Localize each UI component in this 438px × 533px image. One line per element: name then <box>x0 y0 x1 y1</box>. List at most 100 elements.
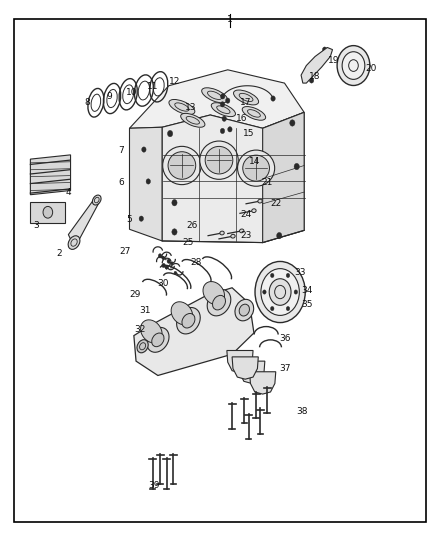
Ellipse shape <box>147 327 169 352</box>
Text: 15: 15 <box>243 129 254 138</box>
Ellipse shape <box>203 281 225 304</box>
Ellipse shape <box>211 103 236 117</box>
Circle shape <box>167 131 173 137</box>
Circle shape <box>165 266 168 269</box>
Ellipse shape <box>137 340 148 353</box>
Ellipse shape <box>141 320 162 343</box>
Circle shape <box>290 120 295 126</box>
Circle shape <box>165 266 168 269</box>
Text: 2: 2 <box>57 249 63 258</box>
Ellipse shape <box>168 152 196 179</box>
Text: 12: 12 <box>169 77 180 86</box>
Text: 5: 5 <box>127 215 132 224</box>
Text: 3: 3 <box>34 221 39 230</box>
Text: 21: 21 <box>262 178 273 187</box>
Text: 38: 38 <box>297 407 308 416</box>
Circle shape <box>271 96 275 101</box>
Circle shape <box>220 102 225 107</box>
Text: 25: 25 <box>182 238 193 247</box>
Text: 37: 37 <box>279 364 291 373</box>
Circle shape <box>142 147 146 152</box>
Ellipse shape <box>152 333 164 346</box>
Ellipse shape <box>240 229 244 233</box>
Polygon shape <box>30 155 71 195</box>
Ellipse shape <box>242 107 265 120</box>
Ellipse shape <box>177 308 200 334</box>
Ellipse shape <box>220 231 224 235</box>
Polygon shape <box>263 112 304 243</box>
Ellipse shape <box>207 289 231 316</box>
Ellipse shape <box>237 150 275 186</box>
Circle shape <box>172 229 177 235</box>
Text: 33: 33 <box>294 269 306 277</box>
Text: 17: 17 <box>240 98 251 107</box>
Text: 35: 35 <box>301 300 313 309</box>
Text: 29: 29 <box>130 289 141 298</box>
Circle shape <box>139 216 144 221</box>
Circle shape <box>277 232 282 239</box>
Ellipse shape <box>239 304 250 316</box>
Circle shape <box>226 98 230 103</box>
Ellipse shape <box>200 141 238 179</box>
Text: 18: 18 <box>309 71 321 80</box>
Text: 13: 13 <box>185 102 196 111</box>
Circle shape <box>158 254 162 258</box>
Ellipse shape <box>233 90 258 105</box>
Polygon shape <box>301 47 332 83</box>
Ellipse shape <box>337 46 370 85</box>
Ellipse shape <box>201 88 228 103</box>
Text: 24: 24 <box>240 210 251 219</box>
Ellipse shape <box>43 206 53 218</box>
Circle shape <box>294 164 299 169</box>
Circle shape <box>294 290 297 294</box>
Circle shape <box>271 306 274 311</box>
Circle shape <box>348 74 352 78</box>
Ellipse shape <box>235 300 254 321</box>
Ellipse shape <box>258 199 262 203</box>
Circle shape <box>357 52 360 56</box>
Circle shape <box>228 127 232 132</box>
Text: 27: 27 <box>120 247 131 256</box>
Text: 26: 26 <box>186 221 198 230</box>
Polygon shape <box>130 127 162 241</box>
Circle shape <box>286 306 290 311</box>
Text: 1: 1 <box>227 15 233 24</box>
Text: 19: 19 <box>328 56 339 64</box>
Text: 8: 8 <box>84 98 90 107</box>
Ellipse shape <box>261 269 299 316</box>
Text: 9: 9 <box>106 92 112 101</box>
Text: 30: 30 <box>157 279 169 288</box>
Circle shape <box>322 47 327 52</box>
Text: 22: 22 <box>271 199 282 208</box>
Text: 34: 34 <box>301 286 312 295</box>
Circle shape <box>263 290 266 294</box>
Ellipse shape <box>212 295 226 310</box>
Ellipse shape <box>171 302 193 325</box>
Circle shape <box>271 273 274 278</box>
Ellipse shape <box>243 155 269 181</box>
Ellipse shape <box>68 236 80 249</box>
Ellipse shape <box>231 235 235 238</box>
Polygon shape <box>134 288 254 375</box>
Text: 20: 20 <box>365 64 377 73</box>
Text: 16: 16 <box>236 114 247 123</box>
Polygon shape <box>68 198 99 241</box>
Circle shape <box>357 74 360 78</box>
Text: 36: 36 <box>279 334 291 343</box>
Text: 14: 14 <box>249 157 260 166</box>
Text: 11: 11 <box>147 82 159 91</box>
Ellipse shape <box>255 262 305 322</box>
Text: 28: 28 <box>191 258 202 266</box>
Ellipse shape <box>162 147 201 184</box>
Polygon shape <box>250 372 276 394</box>
Circle shape <box>220 94 225 99</box>
Circle shape <box>348 52 352 56</box>
Text: 7: 7 <box>119 146 124 155</box>
Polygon shape <box>239 361 265 383</box>
Circle shape <box>162 263 165 268</box>
Circle shape <box>220 128 225 134</box>
Polygon shape <box>30 201 65 223</box>
Ellipse shape <box>181 114 205 127</box>
Polygon shape <box>232 357 258 379</box>
Text: 6: 6 <box>119 178 124 187</box>
